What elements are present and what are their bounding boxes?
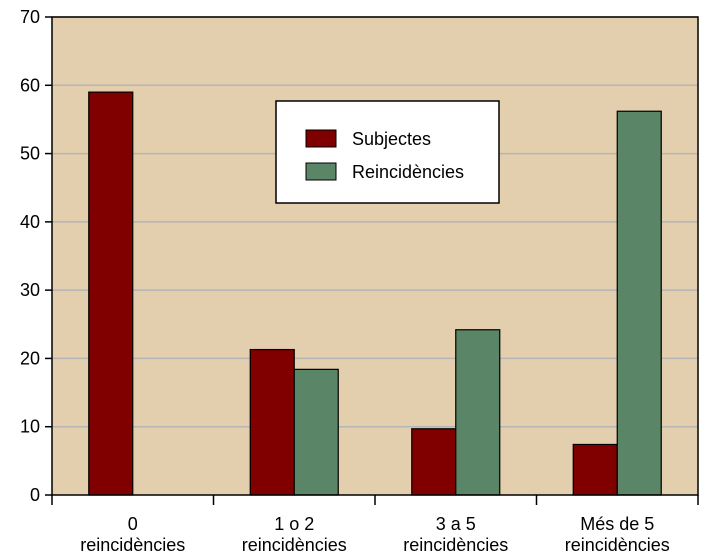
- legend-label-reincidencies: Reincidències: [352, 162, 464, 182]
- y-tick-label: 40: [20, 212, 40, 232]
- x-category-label: reincidències: [565, 535, 670, 555]
- bar-reincidencies: [293, 368, 339, 496]
- x-category-label: reincidències: [80, 535, 185, 555]
- x-category-label: 0: [128, 514, 138, 534]
- x-category-label: reincidències: [242, 535, 347, 555]
- bar-subjectes: [411, 428, 457, 496]
- y-tick-label: 50: [20, 144, 40, 164]
- legend: Subjectes Reincidències: [275, 100, 500, 204]
- legend-label-subjectes: Subjectes: [352, 129, 431, 149]
- legend-swatch-subjectes: [305, 129, 337, 148]
- bars: [88, 91, 662, 496]
- plot-area: [52, 17, 698, 495]
- bar-reincidencies: [455, 329, 501, 496]
- bar-subjectes: [572, 443, 618, 496]
- y-tick-label: 60: [20, 75, 40, 95]
- y-tick-label: 20: [20, 348, 40, 368]
- y-tick-label: 10: [20, 417, 40, 437]
- x-category-label: reincidències: [403, 535, 508, 555]
- bar-subjectes: [249, 348, 295, 496]
- bar-subjectes: [88, 91, 134, 496]
- x-category-label: 1 o 2: [274, 514, 314, 534]
- y-tick-label: 70: [20, 7, 40, 27]
- bar-reincidencies: [616, 110, 662, 496]
- x-category-label: Més de 5: [580, 514, 654, 534]
- y-tick-label: 30: [20, 280, 40, 300]
- y-tick-label: 0: [30, 485, 40, 505]
- legend-swatch-reincidencies: [305, 162, 337, 181]
- legend-box: [275, 100, 500, 204]
- x-category-label: 3 a 5: [436, 514, 476, 534]
